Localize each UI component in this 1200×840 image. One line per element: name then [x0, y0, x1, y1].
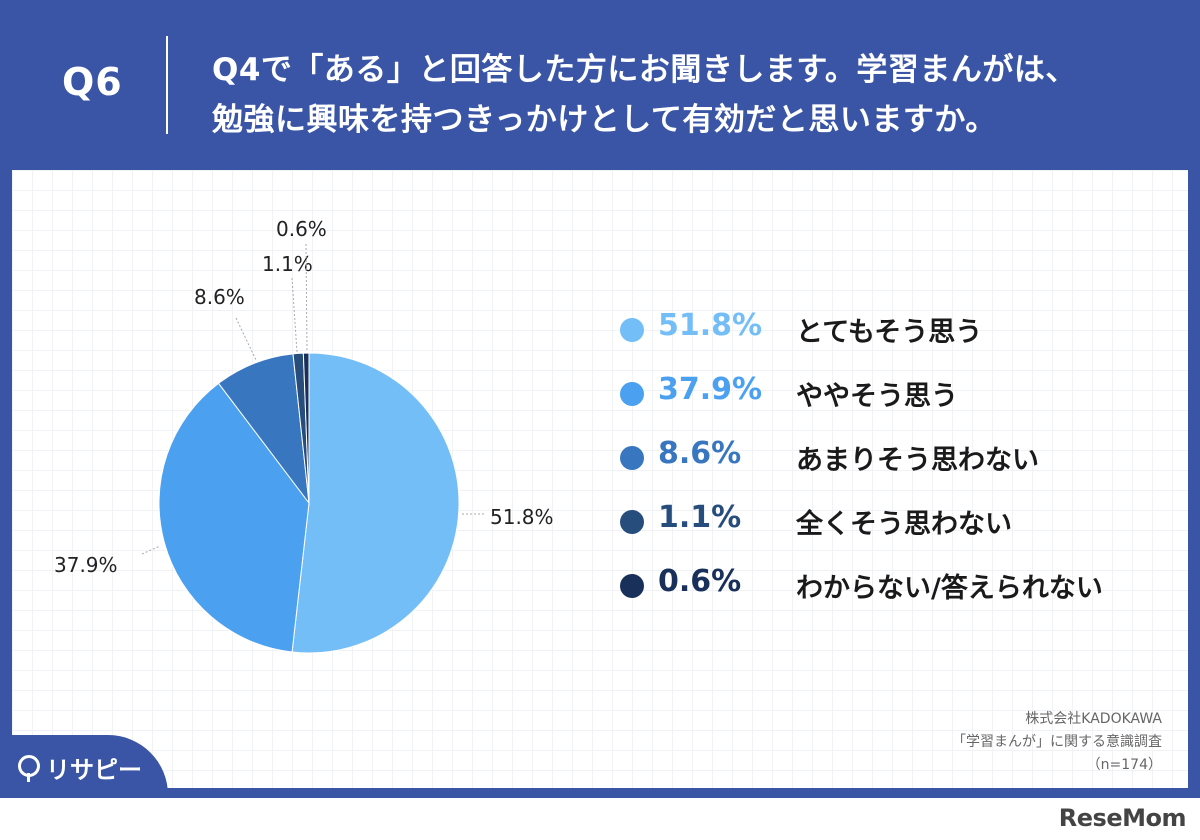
question-title-line2: 勉強に興味を持つきっかけとして有効だと思いますか。 [212, 102, 997, 138]
data-label: 51.8% [490, 505, 554, 529]
data-label: 0.6% [276, 217, 327, 241]
legend-item: 51.8% とてもそう思う [620, 306, 1180, 370]
map-pin-icon [18, 755, 40, 782]
data-label: 8.6% [194, 285, 245, 309]
chart-legend: 51.8% とてもそう思う 37.9% ややそう思う 8.6% あまりそう思わない 1.1%… [620, 306, 1180, 626]
watermark: ReseMom [1058, 804, 1187, 832]
legend-value: 8.6% [658, 436, 742, 471]
pie-slice [158, 382, 310, 653]
legend-value: 51.8% [658, 308, 763, 343]
legend-value: 0.6% [658, 564, 742, 599]
source-company: 株式会社KADOKAWA [1025, 711, 1162, 727]
legend-value: 1.1% [658, 500, 742, 535]
brand-name: リサピー [46, 756, 142, 784]
question-title-line1: Q4で「ある」と回答した方にお聞きします。学習まんがは、 [212, 52, 1077, 88]
legend-item: 8.6% あまりそう思わない [620, 434, 1180, 498]
legend-swatch [620, 574, 644, 598]
legend-swatch [620, 382, 644, 406]
legend-swatch [620, 318, 644, 342]
legend-value: 37.9% [658, 372, 763, 407]
legend-label: とてもそう思う [796, 317, 983, 348]
legend-label: あまりそう思わない [796, 445, 1039, 476]
pie-slice [291, 352, 460, 654]
legend-swatch [620, 446, 644, 470]
legend-label: わからない/答えられない [796, 573, 1103, 604]
source-note: 株式会社KADOKAWA 「学習まんが」に関する意識調査 （n=174） [952, 708, 1162, 777]
legend-item: 37.9% ややそう思う [620, 370, 1180, 434]
legend-swatch [620, 510, 644, 534]
question-header: Q6 Q4で「ある」と回答した方にお聞きします。学習まんがは、 勉強に興味を持つ… [0, 0, 1200, 170]
legend-item: 0.6% わからない/答えられない [620, 562, 1180, 626]
pie-slice [302, 352, 310, 504]
legend-label: ややそう思う [796, 381, 958, 412]
header-divider [166, 36, 168, 134]
question-number: Q6 [62, 60, 123, 104]
legend-label: 全くそう思わない [796, 509, 1012, 540]
leader-line [141, 545, 161, 555]
leader-line [291, 277, 298, 353]
source-sample-size: （n=174） [1086, 757, 1162, 773]
leader-line [235, 317, 257, 361]
source-survey: 「学習まんが」に関する意識調査 [952, 734, 1162, 750]
data-label: 1.1% [262, 252, 313, 276]
data-label: 37.9% [54, 553, 118, 577]
brand-logo: リサピー [0, 735, 168, 798]
bottom-strip [0, 798, 1200, 840]
legend-item: 1.1% 全くそう思わない [620, 498, 1180, 562]
